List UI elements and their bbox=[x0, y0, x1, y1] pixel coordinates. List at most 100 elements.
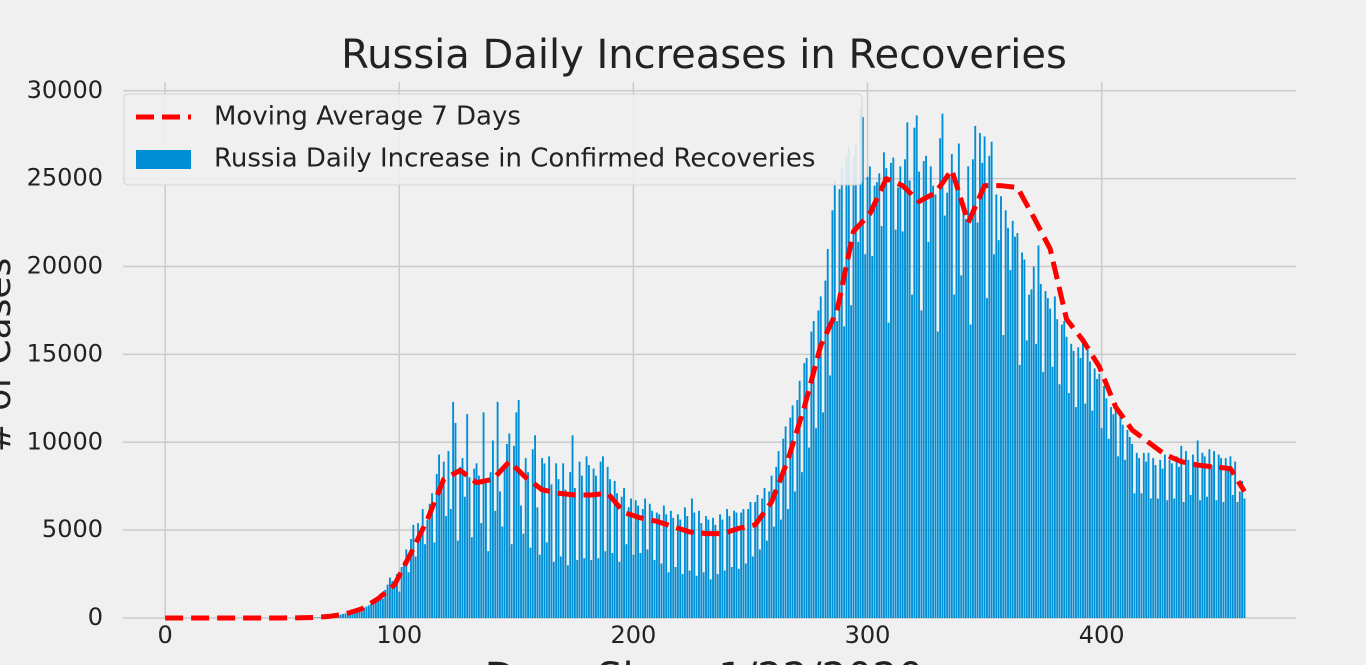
bar bbox=[1096, 378, 1098, 618]
bar bbox=[623, 487, 625, 618]
bar bbox=[1112, 414, 1115, 618]
bar bbox=[918, 171, 920, 619]
bar bbox=[620, 496, 623, 618]
bar bbox=[1189, 494, 1192, 618]
bar bbox=[1067, 393, 1070, 618]
bar bbox=[796, 400, 799, 618]
bar bbox=[679, 519, 682, 618]
bar bbox=[700, 523, 703, 618]
bar bbox=[386, 584, 389, 618]
bar bbox=[566, 565, 569, 618]
bar bbox=[506, 444, 508, 618]
bar bbox=[426, 519, 429, 618]
bar bbox=[922, 161, 925, 618]
bar bbox=[1210, 465, 1213, 618]
y-tick-label: 25000 bbox=[27, 164, 103, 192]
bar bbox=[1117, 456, 1119, 618]
bar bbox=[473, 468, 476, 618]
bar bbox=[934, 194, 937, 618]
bar bbox=[531, 449, 534, 618]
bar bbox=[1163, 454, 1166, 618]
bar bbox=[1236, 502, 1239, 618]
bar bbox=[871, 255, 874, 618]
bar bbox=[1014, 236, 1016, 619]
bar bbox=[1119, 415, 1122, 618]
bar bbox=[552, 561, 555, 618]
bar bbox=[454, 422, 457, 618]
bar bbox=[1023, 259, 1026, 618]
bar bbox=[721, 519, 724, 618]
bar bbox=[595, 475, 597, 618]
bar bbox=[810, 331, 813, 618]
bar bbox=[1002, 335, 1005, 618]
bar bbox=[405, 549, 408, 618]
bar bbox=[1145, 461, 1148, 618]
bar bbox=[548, 456, 551, 618]
bar bbox=[501, 526, 504, 618]
bar bbox=[414, 556, 417, 618]
bar bbox=[904, 159, 906, 618]
bar bbox=[885, 168, 888, 618]
bar bbox=[374, 599, 377, 618]
bar bbox=[962, 205, 965, 618]
bar bbox=[892, 157, 895, 619]
bar bbox=[403, 561, 405, 618]
bar bbox=[712, 517, 714, 618]
bar bbox=[911, 294, 913, 618]
bar bbox=[388, 577, 391, 618]
bar bbox=[1110, 407, 1112, 618]
bar bbox=[925, 155, 928, 619]
bar bbox=[1007, 227, 1009, 618]
bar bbox=[969, 324, 972, 618]
bar bbox=[1138, 458, 1141, 618]
x-tick-label: 100 bbox=[376, 621, 422, 649]
bar bbox=[908, 180, 911, 618]
bar bbox=[510, 544, 513, 618]
bar bbox=[1168, 459, 1171, 618]
bar bbox=[1028, 294, 1031, 618]
y-tick-label: 5000 bbox=[42, 515, 103, 543]
bar bbox=[655, 512, 658, 618]
bar bbox=[1201, 452, 1204, 618]
bar bbox=[662, 505, 665, 618]
bar bbox=[1203, 456, 1206, 618]
plot-area bbox=[165, 108, 1247, 621]
bar bbox=[431, 493, 433, 618]
bar bbox=[826, 248, 829, 619]
bar bbox=[866, 176, 869, 618]
bar bbox=[470, 537, 473, 618]
bar bbox=[1053, 296, 1056, 618]
bar bbox=[1175, 456, 1178, 618]
bar bbox=[587, 465, 590, 618]
bar bbox=[442, 461, 445, 618]
bar bbox=[735, 512, 738, 618]
bar bbox=[782, 438, 785, 618]
bar bbox=[1011, 220, 1014, 618]
bar bbox=[520, 505, 522, 618]
bar bbox=[997, 240, 1000, 618]
bar bbox=[693, 512, 696, 618]
bar bbox=[749, 502, 752, 618]
legend: Moving Average 7 Days Russia Daily Increa… bbox=[123, 93, 863, 186]
bar bbox=[1149, 498, 1152, 618]
bar bbox=[562, 463, 565, 618]
bar bbox=[379, 593, 382, 618]
bar bbox=[1170, 463, 1173, 618]
bar bbox=[929, 166, 932, 618]
bar bbox=[1063, 321, 1066, 618]
bar bbox=[674, 567, 677, 618]
bar bbox=[646, 549, 649, 618]
bar bbox=[395, 574, 398, 618]
bar bbox=[714, 524, 717, 618]
bar bbox=[634, 500, 637, 618]
bar bbox=[829, 375, 832, 618]
bar bbox=[824, 280, 827, 618]
bar bbox=[698, 510, 700, 618]
legend-box bbox=[123, 93, 863, 186]
bar bbox=[536, 507, 539, 618]
moving-average-line bbox=[165, 167, 1247, 621]
bar bbox=[372, 602, 375, 618]
bar bbox=[653, 560, 656, 618]
bar bbox=[1046, 298, 1049, 618]
bar bbox=[513, 445, 515, 618]
